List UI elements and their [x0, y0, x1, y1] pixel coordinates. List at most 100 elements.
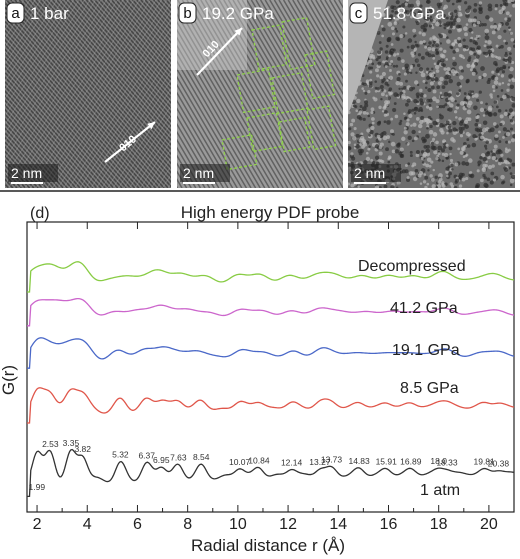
amorphous-speckle [429, 124, 433, 129]
amorphous-speckle [434, 175, 438, 179]
amorphous-speckle [386, 79, 389, 82]
amorphous-speckle [426, 157, 432, 163]
amorphous-speckle [482, 156, 487, 162]
amorphous-speckle [435, 140, 439, 145]
lattice-fringe [5, 52, 127, 188]
amorphous-speckle [444, 103, 448, 107]
amorphous-speckle [439, 122, 444, 128]
amorphous-speckle [457, 36, 461, 41]
amorphous-speckle [482, 120, 488, 126]
panel-letter-box [349, 2, 368, 24]
peak-label: 14.83 [348, 456, 370, 466]
amorphous-speckle [502, 0, 506, 3]
domain-outline [271, 72, 309, 115]
amorphous-speckle [458, 8, 462, 11]
lattice-fringe [145, 148, 171, 188]
amorphous-speckle [401, 59, 405, 63]
amorphous-speckle [383, 89, 387, 93]
amorphous-speckle [485, 140, 489, 144]
amorphous-speckle [446, 131, 449, 135]
amorphous-speckle [429, 6, 432, 9]
amorphous-speckle [462, 44, 467, 49]
lattice-fringe [255, 0, 343, 151]
amorphous-speckle [425, 51, 430, 56]
amorphous-speckle [401, 87, 404, 90]
amorphous-speckle [409, 71, 413, 75]
amorphous-speckle [371, 62, 375, 66]
amorphous-speckle [425, 118, 431, 124]
amorphous-speckle [500, 44, 504, 49]
lattice-fringe [5, 145, 43, 188]
amorphous-speckle [475, 184, 479, 188]
lattice-fringe [5, 131, 56, 188]
amorphous-speckle [348, 160, 351, 164]
amorphous-speckle [455, 178, 460, 183]
amorphous-speckle [358, 110, 363, 114]
amorphous-speckle [465, 161, 470, 166]
lattice-fringe [63, 18, 171, 188]
peak-label: 16.89 [400, 456, 422, 466]
domain-outline [246, 112, 284, 153]
amorphous-speckle [443, 145, 447, 149]
amorphous-speckle [495, 69, 500, 74]
lattice-fringe [5, 6, 169, 188]
lattice-fringe [5, 85, 98, 188]
amorphous-speckle [486, 177, 491, 182]
amorphous-speckle [446, 0, 451, 3]
amorphous-speckle [456, 92, 460, 96]
peak-label: 2.53 [42, 439, 59, 449]
amorphous-speckle [479, 155, 483, 160]
lattice-fringe [27, 0, 171, 160]
domain-outline [221, 134, 258, 171]
amorphous-speckle [439, 76, 444, 82]
amorphous-speckle [474, 137, 478, 141]
amorphous-speckle [429, 81, 434, 86]
amorphous-speckle [378, 151, 383, 156]
amorphous-speckle [408, 113, 413, 119]
amorphous-speckle [441, 159, 445, 163]
amorphous-speckle [383, 113, 387, 117]
amorphous-speckle [509, 14, 512, 17]
amorphous-speckle [443, 67, 447, 71]
lattice-fringe [5, 0, 102, 152]
scale-bar-bg [8, 164, 58, 182]
amorphous-speckle [511, 103, 515, 108]
amorphous-speckle [508, 108, 514, 113]
amorphous-speckle [439, 114, 444, 120]
series-line-1-atm [27, 448, 515, 498]
lattice-fringe [5, 89, 94, 188]
amorphous-speckle [478, 24, 482, 27]
amorphous-speckle [456, 17, 461, 23]
amorphous-speckle [357, 185, 360, 188]
amorphous-speckle [476, 98, 480, 102]
amorphous-speckle [379, 75, 384, 80]
amorphous-speckle [370, 158, 374, 162]
amorphous-speckle [469, 90, 473, 94]
lattice-fringe [5, 122, 64, 188]
amorphous-speckle [354, 105, 358, 109]
amorphous-speckle [395, 0, 400, 5]
amorphous-speckle [439, 91, 443, 95]
lattice-fringe [246, 0, 343, 166]
scale-bar-bg [180, 164, 230, 182]
amorphous-speckle [504, 41, 509, 45]
amorphous-speckle [397, 7, 401, 12]
amorphous-speckle [466, 63, 471, 68]
lattice-fringe [5, 0, 52, 74]
amorphous-speckle [509, 84, 515, 90]
amorphous-speckle [351, 136, 357, 141]
amorphous-speckle [359, 143, 362, 146]
amorphous-speckle [504, 58, 508, 63]
amorphous-speckle [405, 66, 409, 70]
peak-label: 10.84 [248, 456, 270, 466]
amorphous-speckle [385, 102, 389, 107]
amorphous-speckle [415, 92, 421, 97]
amorphous-speckle [456, 81, 462, 87]
amorphous-speckle [493, 80, 499, 85]
amorphous-speckle [443, 80, 449, 86]
amorphous-speckle [406, 176, 410, 180]
lattice-fringe [5, 117, 68, 188]
amorphous-speckle [492, 89, 496, 93]
amorphous-speckle [452, 50, 457, 54]
amorphous-speckle [414, 43, 418, 47]
